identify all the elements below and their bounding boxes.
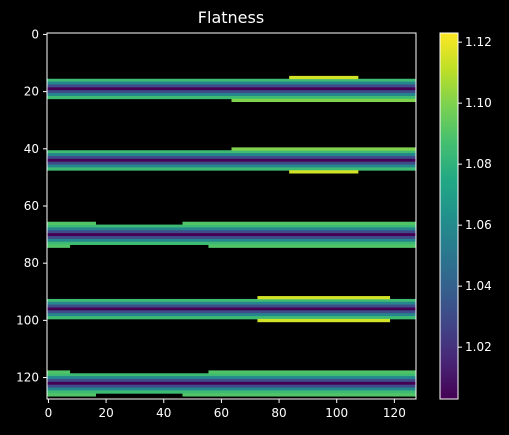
heatmap-notch [289, 75, 359, 80]
heatmap-band-row [47, 378, 416, 383]
colorbar-tick-label: 1.12 [465, 35, 492, 49]
heatmap-band-row [47, 150, 416, 154]
heatmap-band-row [47, 381, 416, 386]
colorbar [439, 32, 459, 400]
heatmap-notch [208, 244, 416, 248]
x-tick-label: 0 [45, 406, 53, 420]
y-tick-label: 20 [24, 85, 39, 99]
heatmap-notch [182, 221, 416, 225]
heatmap-band-row [47, 158, 416, 163]
heatmap-band-row [47, 390, 416, 394]
heatmap-band-row [47, 384, 416, 388]
heatmap-band-row [47, 376, 416, 380]
heatmap-band-row [47, 84, 416, 88]
heatmap-notch [182, 393, 416, 397]
heatmap-band-row [47, 153, 416, 157]
colorbar-tick-label: 1.02 [465, 340, 492, 354]
heatmap-band-row [47, 81, 416, 85]
heatmap-band-row [47, 233, 416, 237]
heatmap-notch [47, 221, 97, 225]
heatmap-notch [231, 98, 416, 103]
heatmap-notch [47, 393, 97, 397]
x-axis: 0 20 40 60 80 100 120 [45, 399, 406, 420]
heatmap-band-row [47, 90, 416, 94]
chart-title: Flatness [198, 8, 264, 27]
heatmap-band-row [47, 227, 416, 231]
heatmap-notch [47, 244, 71, 248]
heatmap-band-row [47, 387, 416, 391]
x-tick-label: 100 [325, 406, 348, 420]
heatmap-notch [289, 170, 359, 174]
heatmap-band-row [47, 313, 416, 317]
heatmap-band-row [47, 310, 416, 314]
heatmap-band-row [47, 298, 416, 303]
heatmap-notch [257, 318, 391, 323]
x-tick-label: 40 [156, 406, 171, 420]
y-axis: 0 20 40 60 80 100 120 [16, 27, 47, 385]
x-tick-label: 120 [383, 406, 406, 420]
heatmap-notch [231, 147, 416, 151]
y-tick-label: 100 [16, 313, 39, 327]
x-tick-label: 60 [214, 406, 229, 420]
heatmap-band-row [47, 304, 416, 308]
heatmap-band-row [47, 155, 416, 160]
heatmap-notch [208, 370, 416, 374]
x-tick-label: 80 [271, 406, 286, 420]
heatmap-band-row [47, 230, 416, 234]
heatmap-band-row [47, 167, 416, 171]
heatmap-band-row [47, 93, 416, 97]
heatmap-band-row [47, 224, 416, 228]
heatmap-band-row [47, 241, 416, 245]
y-tick-label: 0 [31, 27, 39, 41]
colorbar-tick-label: 1.08 [465, 157, 492, 171]
heatmap-band-row [47, 236, 416, 240]
heatmap-band-row [47, 316, 416, 320]
heatmap-band-row [47, 164, 416, 168]
heatmap-notch [257, 296, 391, 300]
colorbar-axis: 1.02 1.04 1.06 1.08 1.10 1.12 [458, 35, 492, 354]
colorbar-tick-label: 1.04 [465, 279, 492, 293]
heatmap-band-row [47, 78, 416, 83]
y-tick-label: 80 [24, 256, 39, 270]
y-tick-label: 120 [16, 371, 39, 385]
plot-frame [46, 32, 417, 400]
x-tick-label: 20 [98, 406, 113, 420]
heatmap-cells [47, 75, 416, 397]
heatmap-band-row [47, 307, 416, 311]
heatmap-band-row [47, 95, 416, 100]
heatmap-band-row [47, 161, 416, 165]
colorbar-tick-label: 1.10 [465, 96, 492, 110]
y-tick-label: 40 [24, 142, 39, 156]
colorbar-tick-label: 1.06 [465, 218, 492, 232]
heatmap-notch [47, 370, 71, 374]
y-tick-label: 60 [24, 199, 39, 213]
heatmap-band-row [47, 87, 416, 91]
heatmap-band-row [47, 238, 416, 243]
heatmap-band-row [47, 373, 416, 377]
heatmap-band-row [47, 301, 416, 306]
